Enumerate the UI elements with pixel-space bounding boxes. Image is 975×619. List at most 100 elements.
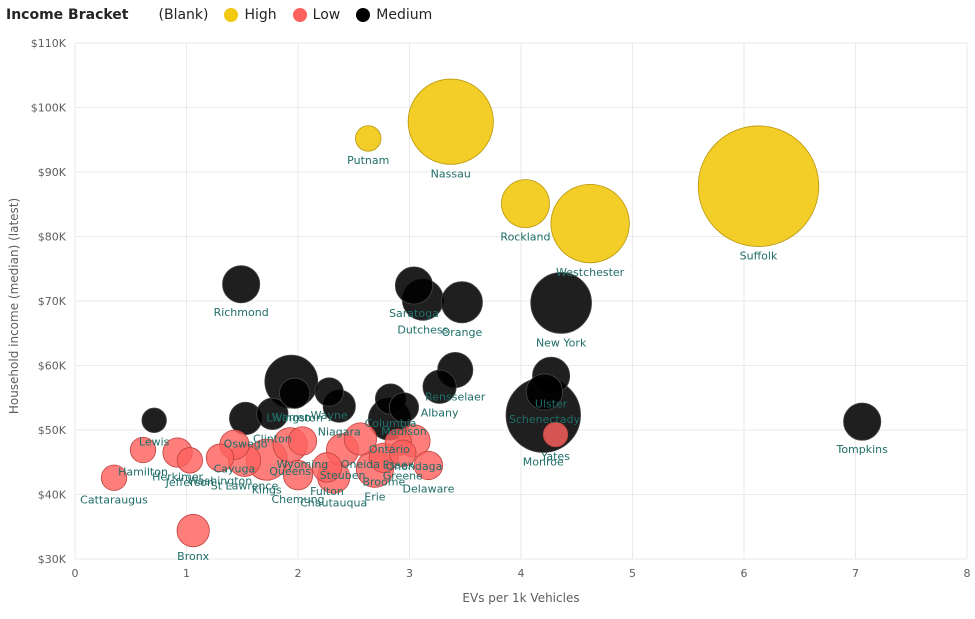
y-tick-label: $80K [38,231,67,244]
gridlines [74,42,968,560]
bubble-label-rensselaer: Rensselaer [425,391,486,404]
bubble-richmond[interactable] [222,265,261,304]
bubble-westchester[interactable] [550,184,630,264]
x-tick-label: 4 [518,567,525,580]
bubble-label-erie: Erie [364,490,386,503]
bubble-label-monroe: Monroe [523,455,564,468]
bubble-greene[interactable] [389,439,417,467]
x-axis-label: EVs per 1k Vehicles [462,591,579,605]
bubble-label-steuben: Steuben [320,469,366,482]
bubble-delaware[interactable] [413,450,444,481]
bubble-saratoga[interactable] [394,266,433,305]
bubble-oneida[interactable] [343,422,378,456]
bubble-label-greene: Greene [383,469,423,482]
bubble-chemung[interactable] [282,460,314,491]
x-tick-label: 7 [852,567,859,580]
bubble-label-ulster: Ulster [535,397,568,410]
legend-item-blank[interactable]: (Blank) [159,7,209,23]
x-tick-label: 1 [183,567,190,580]
x-tick-label: 3 [406,567,413,580]
bubble-label-saratoga: Saratoga [389,307,439,320]
legend-item-medium[interactable]: Medium [356,7,432,23]
bubble-albany[interactable] [422,369,457,404]
y-tick-label: $50K [38,424,67,437]
x-tick-label: 2 [295,567,302,580]
bubble-label-cattaraugus: Cattaraugus [80,493,148,506]
bubble-label-clinton: Clinton [253,433,292,446]
bubble-lewis[interactable] [141,407,167,433]
bubble-tompkins[interactable] [843,402,882,441]
legend-label-medium: Medium [376,7,433,23]
bubble-label-essex: Essex [383,458,415,471]
bubble-label-livingston: Livingston [266,411,322,424]
y-axis-label: Household income (median) (latest) [7,198,21,414]
bubble-suffolk[interactable] [697,125,820,247]
x-tick-label: 5 [629,567,636,580]
bubble-new-york[interactable] [530,272,592,334]
legend: Income Bracket (Blank) High Low Medium [6,4,448,26]
bubble-rockland[interactable] [501,179,550,229]
bubble-label-chemung: Chemung [271,493,324,506]
bubble-label-dutchess: Dutchess [397,323,448,336]
legend-swatch-medium [356,8,371,22]
bubble-label-nassau: Nassau [431,167,471,180]
bubble-label-wayne: Wayne [311,409,348,422]
bubble-label-westchester: Westchester [556,266,625,279]
bubble-oswego[interactable] [229,401,263,435]
y-tick-label: $110K [31,37,67,50]
bubbles [100,78,882,548]
bubble-fulton[interactable] [311,452,343,483]
bubble-label-albany: Albany [421,406,459,419]
legend-label-low: Low [312,7,341,23]
bubble-wyoming[interactable] [287,426,318,456]
bubble-orange[interactable] [440,281,483,324]
bubble-nassau[interactable] [407,78,494,165]
bubble-label-hamilton: Hamilton [118,466,168,479]
bubble-yates[interactable] [542,421,569,448]
y-tick-label: $70K [38,295,67,308]
bubble-cattaraugus[interactable] [100,464,128,491]
legend-swatch-low [292,8,307,22]
bubble-washington[interactable] [205,443,235,472]
bubble-clinton[interactable] [256,397,289,430]
bubble-livingston[interactable] [279,377,311,409]
bubble-bronx[interactable] [176,514,210,548]
bubble-label-orange: Orange [442,326,483,339]
bubble-label-tompkins: Tompkins [835,443,888,456]
bubble-label-cayuga: Cayuga [214,463,256,476]
bubble-label-schenectady: Schenectady [509,413,581,426]
bubble-label-fulton: Fulton [310,485,344,498]
bubble-wayne[interactable] [314,377,344,407]
bubble-label-chautauqua: Chautauqua [300,496,367,509]
bubble-label-kings: Kings [252,483,282,496]
legend-label-blank: (Blank) [158,7,209,23]
y-tick-label: $90K [38,166,67,179]
legend-title: Income Bracket [6,7,129,23]
x-tick-label: 6 [741,567,748,580]
bubble-labels: Putnam Nassau Rockland Westchester Suffolk Ca… [80,154,888,563]
bubble-hamilton[interactable] [129,436,157,464]
legend-item-high[interactable]: High [224,7,277,23]
bubble-label-oswego: Oswego [224,438,268,451]
y-tick-label: $30K [38,553,67,566]
bubble-label-warren: Warren [272,411,311,424]
bubble-label-yates: Yates [540,450,570,463]
y-tick-label: $60K [38,360,67,373]
bubble-jefferson[interactable] [176,447,203,474]
bubble-label-suffolk: Suffolk [740,249,778,262]
bubble-schenectady[interactable] [525,373,563,411]
bubble-label-jefferson: Jefferson [165,476,214,489]
x-tick-label: 0 [72,567,79,580]
bubble-label-washington: Washington [188,474,253,487]
x-tick-label: 8 [964,567,971,580]
bubble-label-new-york: New York [536,336,587,349]
bubble-label-lewis: Lewis [139,436,170,449]
bubble-label-bronx: Bronx [177,550,210,563]
y-tick-label: $100K [31,102,67,115]
bubble-madison[interactable] [388,392,420,423]
bubble-label-herkimer: Herkimer [152,470,203,483]
axis-ticks: 0 1 2 3 4 5 6 7 8 $30K $40K $50K $60K $70K $80K $90K $10… [31,37,971,580]
legend-item-low[interactable]: Low [292,7,341,23]
bubble-putnam[interactable] [355,125,382,152]
